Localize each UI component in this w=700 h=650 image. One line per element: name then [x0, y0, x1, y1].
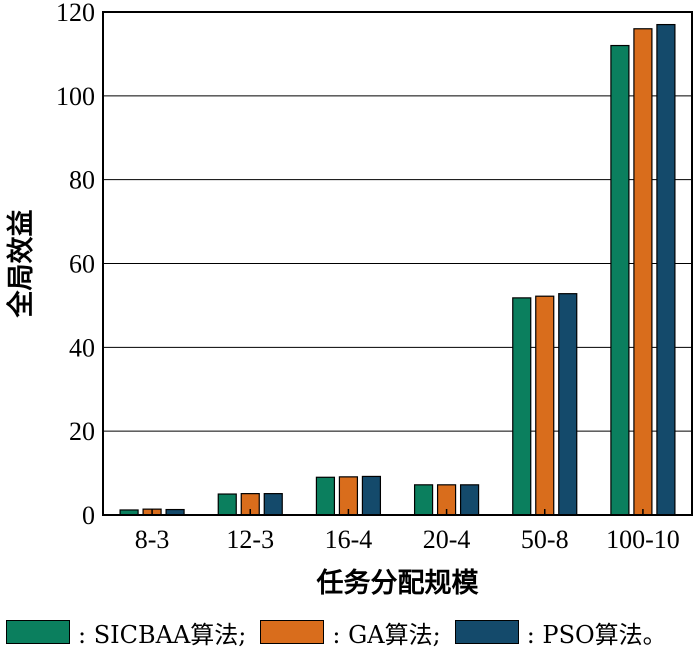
bar — [413, 484, 434, 516]
bar — [535, 295, 555, 516]
bar — [315, 476, 336, 516]
gridlines — [103, 95, 692, 432]
bars — [119, 23, 676, 516]
y-tick-label: 60 — [69, 250, 95, 279]
legend-swatch-sicbaa — [6, 620, 70, 644]
bar — [361, 475, 382, 516]
bar — [633, 28, 653, 516]
bar — [610, 44, 630, 516]
y-tick-label: 100 — [56, 82, 95, 111]
x-tick-label: 16-4 — [325, 525, 373, 554]
legend-item-pso: : PSO算法。 — [454, 615, 667, 650]
y-axis-title: 全局效益 — [5, 210, 37, 319]
legend-swatch-pso — [454, 620, 519, 644]
x-tick-label: 8-3 — [135, 525, 170, 554]
x-tick-label: 20-4 — [423, 525, 471, 554]
legend: : SICBAA算法; : GA算法; : PSO算法。 — [6, 615, 681, 649]
bar-chart: 0 20 40 60 80 100 120 8-3 12-3 16-4 20-4 50-8 100-10… — [5, 0, 693, 599]
legend-label-pso: : PSO算法。 — [526, 620, 667, 649]
x-tick-label: 12-3 — [226, 525, 274, 554]
y-tick-label: 20 — [69, 417, 95, 446]
y-tick-label: 120 — [56, 0, 95, 27]
legend-item-ga: : GA算法; — [260, 615, 441, 650]
y-tick-label: 40 — [69, 333, 95, 362]
legend-item-sicbaa: : SICBAA算法; — [6, 615, 246, 650]
x-tick-label: 50-8 — [521, 525, 569, 554]
bar — [217, 493, 237, 516]
legend-label-sicbaa: : SICBAA算法; — [78, 620, 247, 649]
x-tick-label: 100-10 — [606, 525, 680, 554]
axis-ticks: 0 20 40 60 80 100 120 8-3 12-3 16-4 20-4 50-8 100-10 — [56, 0, 680, 554]
bar — [558, 293, 578, 516]
bar — [459, 484, 480, 516]
plot-frame — [102, 11, 693, 516]
bar — [263, 493, 283, 516]
bar — [656, 23, 676, 516]
y-tick-label: 80 — [69, 166, 95, 195]
legend-label-ga: : GA算法; — [332, 620, 441, 649]
x-axis-title: 任务分配规模 — [316, 568, 479, 599]
bar — [512, 297, 532, 516]
y-tick-label: 0 — [82, 501, 95, 530]
legend-swatch-ga — [260, 620, 325, 644]
